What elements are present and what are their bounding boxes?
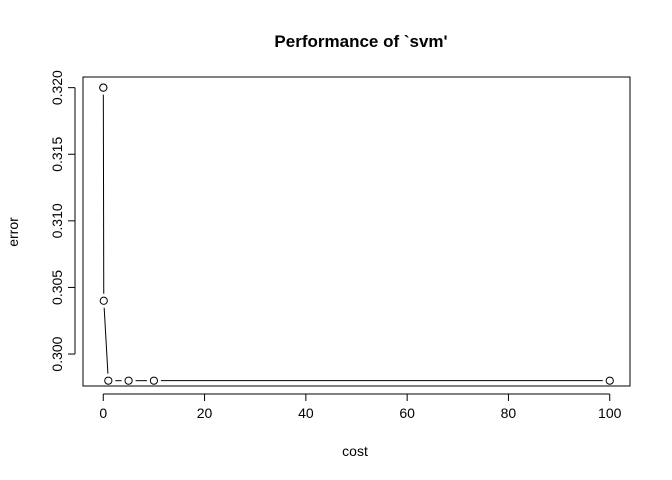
plot-box: [82, 76, 631, 387]
series-segment: [103, 307, 109, 374]
y-tick-label: 0.320: [49, 70, 65, 105]
x-tick-label: 80: [501, 405, 517, 421]
data-point: [149, 376, 159, 385]
data-point: [99, 296, 108, 305]
data-point: [124, 376, 133, 385]
y-tick-label: 0.315: [49, 137, 65, 172]
data-point: [104, 376, 113, 385]
x-axis-label: cost: [342, 443, 368, 459]
data-point: [605, 376, 614, 385]
x-axis: 0 20 40 60 80 100: [99, 393, 622, 421]
data-point: [99, 83, 108, 92]
x-tick-label: 20: [197, 405, 213, 421]
chart-title: Performance of `svm': [274, 32, 447, 51]
series-layer: [99, 83, 614, 385]
x-tick-label: 0: [99, 405, 107, 421]
y-tick-label: 0.305: [49, 270, 65, 305]
x-tick-label: 60: [399, 405, 415, 421]
y-tick-label: 0.310: [49, 203, 65, 238]
y-axis: 0.300 0.305 0.310 0.315 0.320: [49, 70, 76, 372]
y-axis-label: error: [5, 217, 21, 247]
x-tick-label: 40: [298, 405, 314, 421]
y-tick-label: 0.300: [49, 336, 65, 371]
x-tick-label: 100: [598, 405, 622, 421]
